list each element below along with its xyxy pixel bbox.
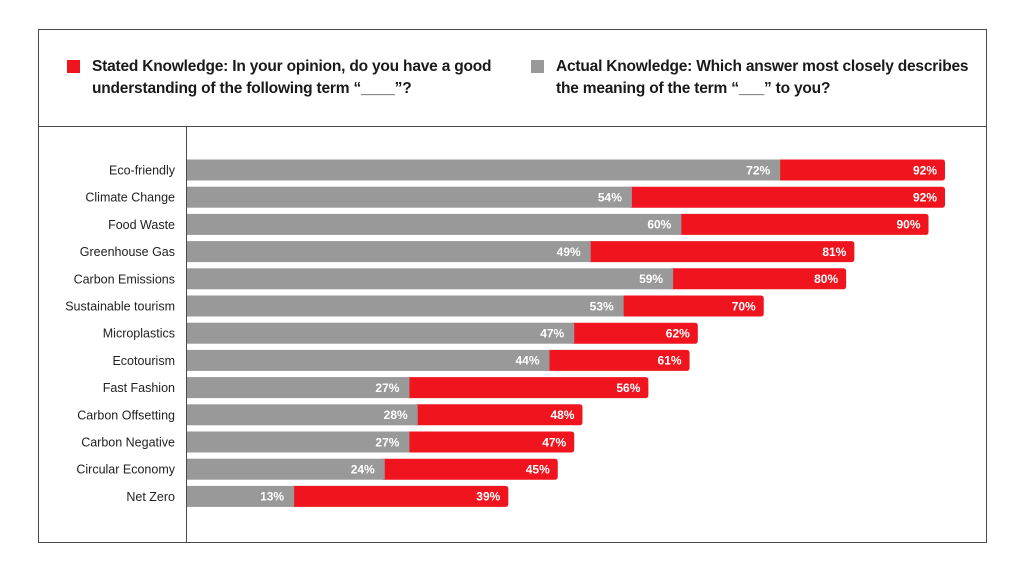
legend-item-stated: Stated Knowledge: In your opinion, do yo… [67, 56, 507, 100]
bar-actual [187, 159, 781, 181]
data-label-actual: 47% [540, 327, 564, 341]
bar-stated [588, 241, 855, 263]
bar-chart: Eco-friendly 72% 92% Climate Change 54% 92% Fo… [65, 159, 945, 507]
bar-stated [629, 186, 945, 208]
data-label-actual: 53% [590, 299, 614, 313]
bar-stated [407, 431, 575, 453]
bar-stated [407, 377, 649, 399]
legend-swatch-actual [531, 60, 544, 73]
bar-stated [621, 295, 764, 317]
data-label-actual: 27% [375, 381, 399, 395]
bar-actual [187, 295, 624, 317]
chart-frame: Stated Knowledge: In your opinion, do yo… [38, 29, 987, 543]
data-label-stated: 90% [896, 218, 920, 232]
category-label: Greenhouse Gas [80, 245, 175, 259]
bar-actual [187, 458, 385, 480]
category-label: Circular Economy [76, 463, 175, 477]
data-label-actual: 24% [351, 463, 375, 477]
data-label-stated: 81% [822, 245, 846, 259]
category-label: Eco-friendly [109, 164, 176, 178]
bar-stated [679, 213, 929, 235]
bar-stated [778, 159, 945, 181]
category-label: Microplastics [103, 327, 175, 341]
data-label-actual: 54% [598, 191, 622, 205]
data-label-stated: 80% [814, 272, 838, 286]
data-label-actual: 60% [647, 218, 671, 232]
data-label-stated: 56% [616, 381, 640, 395]
legend-label-stated: Stated Knowledge: In your opinion, do yo… [92, 58, 492, 97]
data-label-stated: 62% [666, 327, 690, 341]
data-label-stated: 45% [526, 463, 550, 477]
category-label: Carbon Offsetting [77, 408, 175, 422]
category-label: Sustainable tourism [65, 300, 175, 314]
bar-actual [187, 268, 674, 290]
data-label-actual: 59% [639, 272, 663, 286]
data-label-stated: 92% [913, 163, 937, 177]
bar-stated [292, 485, 509, 507]
bar-actual [187, 186, 632, 208]
bar-stated [382, 458, 558, 480]
bar-actual [187, 241, 591, 263]
bar-stated [671, 268, 847, 290]
data-label-stated: 48% [550, 408, 574, 422]
data-label-actual: 28% [384, 408, 408, 422]
data-label-actual: 13% [260, 490, 284, 504]
bar-actual [187, 349, 550, 371]
bar-stated [572, 322, 698, 344]
data-label-stated: 39% [476, 490, 500, 504]
data-label-stated: 61% [658, 354, 682, 368]
legend-swatch-stated [67, 60, 80, 73]
category-label: Ecotourism [112, 354, 175, 368]
bar-actual [187, 404, 418, 426]
category-label: Fast Fashion [103, 381, 175, 395]
data-label-stated: 70% [732, 299, 756, 313]
legend-label-actual: Actual Knowledge: Which answer most clos… [556, 58, 969, 97]
bar-actual [187, 485, 295, 507]
category-label: Carbon Emissions [74, 272, 175, 286]
bar-actual [187, 213, 682, 235]
bar-actual [187, 431, 410, 453]
category-label: Climate Change [85, 191, 175, 205]
category-label: Carbon Negative [81, 436, 175, 450]
category-label: Food Waste [108, 218, 175, 232]
bar-actual [187, 322, 575, 344]
data-label-stated: 92% [913, 191, 937, 205]
bar-stated [415, 404, 583, 426]
data-label-actual: 27% [375, 435, 399, 449]
category-axis-line [186, 127, 187, 542]
bar-actual [187, 377, 410, 399]
data-label-actual: 49% [557, 245, 581, 259]
legend-item-actual: Actual Knowledge: Which answer most clos… [531, 56, 971, 100]
data-label-stated: 47% [542, 435, 566, 449]
data-label-actual: 72% [746, 163, 770, 177]
category-label: Net Zero [126, 490, 175, 504]
bar-stated [547, 349, 690, 371]
data-label-actual: 44% [515, 354, 539, 368]
legend: Stated Knowledge: In your opinion, do yo… [39, 30, 986, 127]
